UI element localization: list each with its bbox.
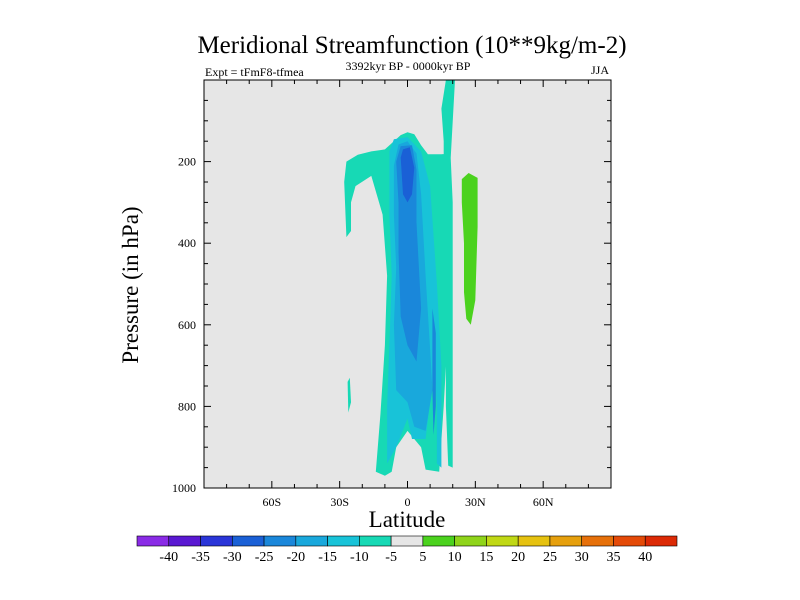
- colorbar-swatch: [581, 535, 614, 547]
- colorbar-swatch: [263, 535, 297, 547]
- x-tick-label: 30N: [465, 495, 486, 509]
- colorbar-label: 30: [575, 550, 589, 565]
- colorbar-label: -15: [318, 550, 337, 565]
- contour-region-band-minus5-speck: [347, 377, 351, 413]
- colorbar-label: -25: [255, 550, 274, 565]
- y-tick-label: 600: [178, 318, 196, 332]
- colorbar-swatch: [422, 535, 455, 547]
- season-label: JJA: [591, 63, 609, 77]
- colorbar-swatch: [486, 535, 519, 547]
- colorbar-swatch: [136, 535, 170, 547]
- colorbar-label: 25: [543, 550, 557, 565]
- contour-region-band-plus5: [461, 173, 478, 325]
- colorbar-swatch: [644, 535, 678, 547]
- contour-region-band-minus25-lower: [432, 308, 436, 435]
- y-axis-title: Pressure (in hPa): [118, 206, 143, 363]
- colorbar-label: 5: [419, 550, 426, 565]
- colorbar-swatch: [613, 535, 646, 547]
- y-tick-label: 200: [178, 155, 196, 169]
- colorbar-label: 35: [606, 550, 620, 565]
- colorbar-label: -35: [191, 550, 210, 565]
- period-label: 3392kyr BP - 0000kyr BP: [346, 59, 471, 73]
- y-tick-label: 800: [178, 399, 196, 413]
- colorbar-label: 10: [448, 550, 462, 565]
- experiment-label: Expt = tFmF8-tfmea: [205, 65, 304, 79]
- colorbar-swatch: [200, 535, 233, 547]
- x-axis-title: Latitude: [369, 507, 446, 532]
- chart-title: Meridional Streamfunction (10**9kg/m-2): [197, 32, 626, 59]
- colorbar-swatch: [454, 535, 487, 547]
- colorbar: -40 -35 -30 -25 -20 -15 -10 -5 5 10 15 20 25 30 35 40: [136, 535, 678, 565]
- colorbar-label: 15: [479, 550, 493, 565]
- colorbar-label: -40: [159, 550, 178, 565]
- colorbar-swatch: [231, 535, 265, 547]
- colorbar-swatch: [390, 535, 424, 547]
- colorbar-swatch: [168, 535, 201, 547]
- colorbar-swatch: [295, 535, 328, 547]
- contour-region-band-minus20: [396, 145, 422, 362]
- x-tick-label: 0: [405, 495, 411, 509]
- y-axis: 200 400 600 800 1000: [172, 99, 611, 495]
- contour-fill-group: [344, 80, 478, 476]
- colorbar-label: -5: [385, 550, 397, 565]
- y-tick-label: 1000: [172, 481, 196, 495]
- colorbar-swatch: [549, 535, 583, 547]
- colorbar-swatch: [517, 535, 551, 547]
- colorbar-label: 40: [638, 550, 652, 565]
- colorbar-swatch: [327, 535, 360, 547]
- x-tick-label: 60S: [262, 495, 281, 509]
- colorbar-label: -10: [350, 550, 369, 565]
- contour-region-band-minus25: [400, 147, 415, 203]
- colorbar-label: -20: [286, 550, 305, 565]
- x-tick-label: 30S: [330, 495, 349, 509]
- x-tick-label: 60N: [533, 495, 554, 509]
- colorbar-label: -30: [223, 550, 242, 565]
- y-tick-label: 400: [178, 236, 196, 250]
- x-axis: 60S 30S 0 30N 60N: [203, 80, 612, 509]
- colorbar-label: 20: [511, 550, 525, 565]
- colorbar-swatch: [359, 535, 392, 547]
